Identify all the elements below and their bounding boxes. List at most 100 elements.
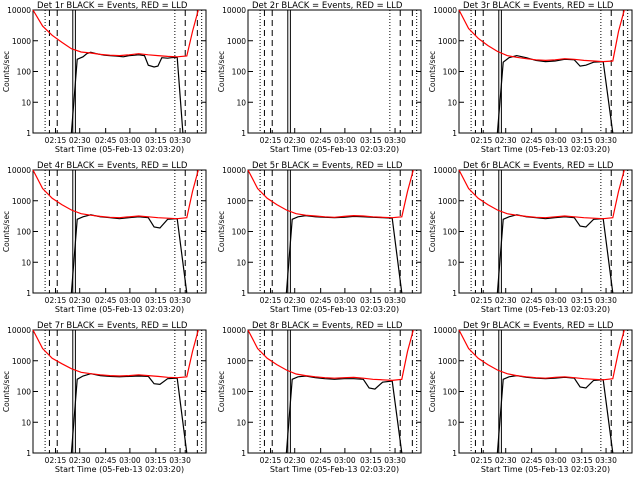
x-tick-label: 03:15 [360,296,382,305]
x-tick-label: 02:15 [260,456,282,465]
x-tick-label: 03:00 [545,136,567,145]
y-tick-label: 10 [447,418,457,427]
y-tick-label: 1000 [227,357,246,366]
plot-title: Det 5r BLACK = Events, RED = LLD [252,161,403,171]
plot-title: Det 9r BLACK = Events, RED = LLD [463,321,614,331]
x-tick-label: 03:15 [571,136,593,145]
lld-series-line [32,169,199,220]
y-tick-label: 10000 [222,6,246,15]
lld-series-line [458,329,625,381]
y-axis-label: Counts/sec [2,371,11,412]
plot-frame [458,329,633,454]
plot-panel-9: Det 9r BLACK = Events, RED = LLD 1 10 100 10… [428,321,633,474]
x-tick-label: 02:45 [95,136,117,145]
x-tick-label: 02:30 [284,296,306,305]
y-tick-label: 1 [452,129,457,138]
events-series-line [496,54,614,134]
x-axis-label: Start Time (05-Feb-13 02:03:20) [270,305,399,314]
x-tick-label: 02:30 [284,136,306,145]
x-tick-label: 02:45 [310,296,332,305]
x-tick-label: 02:45 [95,456,117,465]
y-tick-label: 1 [26,129,31,138]
x-tick-label: 03:30 [595,296,617,305]
x-tick-label: 02:45 [95,296,117,305]
y-axis-label: Counts/sec [217,51,226,92]
x-tick-label: 03:00 [334,456,356,465]
y-axis-label: Counts/sec [217,211,226,252]
y-tick-label: 10000 [433,326,457,335]
y-tick-label: 1 [26,449,31,458]
y-tick-label: 1000 [12,37,31,46]
x-axis-label: Start Time (05-Feb-13 02:03:20) [55,465,184,474]
x-tick-label: 02:15 [471,456,493,465]
x-tick-label: 03:30 [169,136,191,145]
y-tick-label: 1 [241,449,246,458]
x-tick-label: 03:30 [595,136,617,145]
lld-series-line [247,329,414,382]
plot-panel-6: Det 6r BLACK = Events, RED = LLD 1 10 100 10… [428,161,633,314]
y-tick-label: 100 [443,68,458,77]
y-tick-label: 1 [452,289,457,298]
plot-frame [247,9,422,134]
y-tick-label: 1 [241,129,246,138]
plot-frame [247,169,422,294]
x-tick-label: 02:15 [45,296,67,305]
plot-title: Det 2r BLACK = Events, RED = LLD [252,1,403,11]
y-tick-label: 1000 [438,197,457,206]
x-tick-label: 03:15 [360,136,382,145]
x-tick-label: 02:45 [521,456,543,465]
x-tick-label: 02:15 [260,136,282,145]
x-tick-label: 02:15 [45,456,67,465]
plot-panel-1: Det 1r BLACK = Events, RED = LLD 1 10 100 10… [2,1,207,154]
y-tick-label: 1000 [12,197,31,206]
y-tick-label: 1 [26,289,31,298]
plot-frame [458,9,633,134]
y-tick-label: 100 [17,228,32,237]
x-tick-label: 03:00 [334,136,356,145]
lld-series-line [458,169,625,220]
x-tick-label: 03:15 [360,456,382,465]
y-tick-label: 1000 [227,197,246,206]
plot-title: Det 6r BLACK = Events, RED = LLD [463,161,614,171]
x-tick-label: 03:00 [545,456,567,465]
plot-title: Det 4r BLACK = Events, RED = LLD [37,161,188,171]
plot-panel-8: Det 8r BLACK = Events, RED = LLD 1 10 100 10… [217,321,422,474]
y-tick-label: 100 [17,388,32,397]
y-tick-label: 100 [443,228,458,237]
y-tick-label: 10 [21,98,31,107]
y-tick-label: 10 [21,418,31,427]
x-axis-label: Start Time (05-Feb-13 02:03:20) [481,465,610,474]
y-axis-label: Counts/sec [428,51,437,92]
events-series-line [70,214,188,294]
plot-title: Det 3r BLACK = Events, RED = LLD [463,1,614,11]
plot-title: Det 7r BLACK = Events, RED = LLD [37,321,188,331]
events-series-line [285,375,403,454]
lld-series-line [32,329,199,379]
plot-panel-5: Det 5r BLACK = Events, RED = LLD 1 10 100 10… [217,161,422,314]
x-axis-label: Start Time (05-Feb-13 02:03:20) [55,305,184,314]
plot-title: Det 1r BLACK = Events, RED = LLD [37,1,188,11]
y-tick-label: 1000 [438,357,457,366]
x-tick-label: 02:45 [310,136,332,145]
x-tick-label: 02:30 [69,296,91,305]
plot-frame [247,329,422,454]
lld-series-line [247,169,414,219]
y-axis-label: Counts/sec [2,211,11,252]
y-tick-label: 10000 [222,326,246,335]
x-tick-label: 03:00 [119,456,141,465]
y-tick-label: 100 [17,68,32,77]
y-tick-label: 100 [232,68,247,77]
y-tick-label: 10 [447,258,457,267]
y-tick-label: 10000 [433,166,457,175]
x-tick-label: 03:00 [119,136,141,145]
events-series-line [70,51,184,134]
plot-frame [32,329,207,454]
x-tick-label: 02:30 [69,456,91,465]
x-axis-label: Start Time (05-Feb-13 02:03:20) [270,145,399,154]
x-tick-label: 03:30 [384,456,406,465]
x-tick-label: 02:30 [69,136,91,145]
y-tick-label: 100 [232,388,247,397]
events-series-line [496,214,614,294]
x-tick-label: 03:15 [571,296,593,305]
